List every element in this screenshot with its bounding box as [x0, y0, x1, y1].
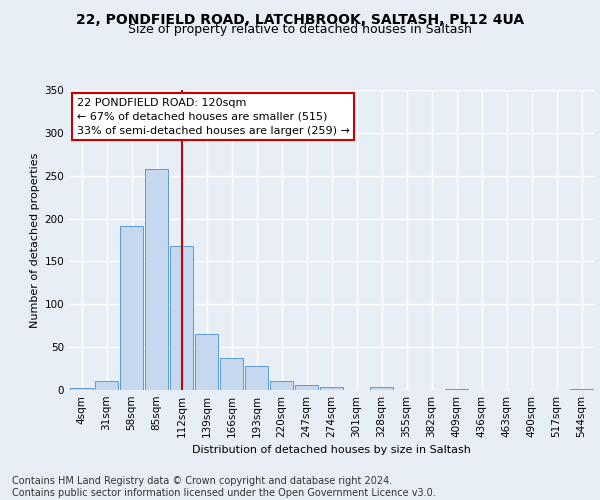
Bar — [170, 246, 193, 390]
Bar — [245, 366, 268, 390]
Bar — [370, 388, 393, 390]
Bar — [220, 358, 243, 390]
Bar — [95, 382, 118, 390]
X-axis label: Distribution of detached houses by size in Saltash: Distribution of detached houses by size … — [192, 446, 471, 456]
Text: Contains HM Land Registry data © Crown copyright and database right 2024.
Contai: Contains HM Land Registry data © Crown c… — [12, 476, 436, 498]
Text: 22 PONDFIELD ROAD: 120sqm
← 67% of detached houses are smaller (515)
33% of semi: 22 PONDFIELD ROAD: 120sqm ← 67% of detac… — [77, 98, 350, 136]
Bar — [195, 334, 218, 390]
Text: Size of property relative to detached houses in Saltash: Size of property relative to detached ho… — [128, 22, 472, 36]
Text: 22, PONDFIELD ROAD, LATCHBROOK, SALTASH, PL12 4UA: 22, PONDFIELD ROAD, LATCHBROOK, SALTASH,… — [76, 12, 524, 26]
Bar — [295, 385, 318, 390]
Bar — [320, 386, 343, 390]
Bar — [70, 388, 93, 390]
Bar — [270, 380, 293, 390]
Bar — [570, 389, 593, 390]
Y-axis label: Number of detached properties: Number of detached properties — [30, 152, 40, 328]
Bar — [145, 169, 168, 390]
Bar — [120, 226, 143, 390]
Bar — [445, 389, 468, 390]
